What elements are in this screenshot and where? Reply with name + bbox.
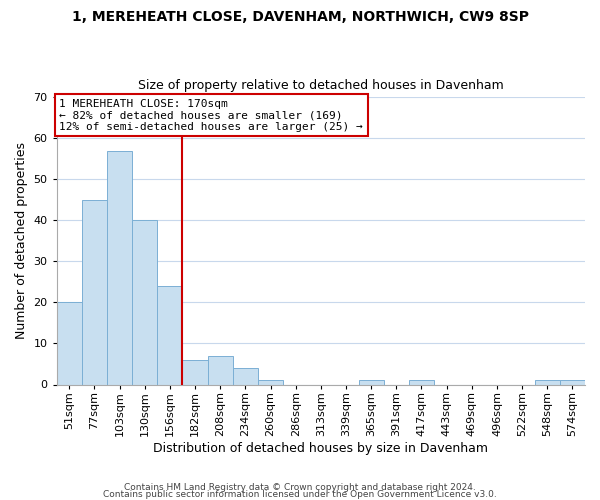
- Text: 1, MEREHEATH CLOSE, DAVENHAM, NORTHWICH, CW9 8SP: 1, MEREHEATH CLOSE, DAVENHAM, NORTHWICH,…: [71, 10, 529, 24]
- Y-axis label: Number of detached properties: Number of detached properties: [15, 142, 28, 340]
- Bar: [208, 356, 233, 384]
- Bar: [258, 380, 283, 384]
- Bar: [57, 302, 82, 384]
- Text: Contains public sector information licensed under the Open Government Licence v3: Contains public sector information licen…: [103, 490, 497, 499]
- Bar: [107, 150, 132, 384]
- Bar: [535, 380, 560, 384]
- X-axis label: Distribution of detached houses by size in Davenham: Distribution of detached houses by size …: [154, 442, 488, 455]
- Bar: [132, 220, 157, 384]
- Bar: [182, 360, 208, 384]
- Text: 1 MEREHEATH CLOSE: 170sqm
← 82% of detached houses are smaller (169)
12% of semi: 1 MEREHEATH CLOSE: 170sqm ← 82% of detac…: [59, 99, 363, 132]
- Bar: [560, 380, 585, 384]
- Bar: [82, 200, 107, 384]
- Bar: [359, 380, 384, 384]
- Title: Size of property relative to detached houses in Davenham: Size of property relative to detached ho…: [138, 79, 504, 92]
- Bar: [157, 286, 182, 384]
- Bar: [233, 368, 258, 384]
- Bar: [409, 380, 434, 384]
- Text: Contains HM Land Registry data © Crown copyright and database right 2024.: Contains HM Land Registry data © Crown c…: [124, 484, 476, 492]
